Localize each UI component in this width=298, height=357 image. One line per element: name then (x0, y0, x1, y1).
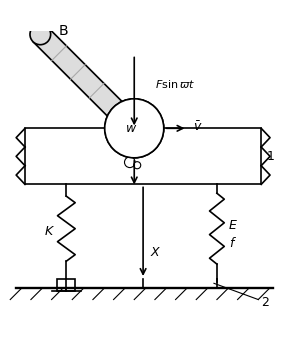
Text: B: B (59, 24, 69, 39)
Bar (58, 279, 75, 291)
Text: $F\sin\varpi t$: $F\sin\varpi t$ (155, 78, 195, 90)
Circle shape (125, 157, 135, 167)
Text: $\bar{v}$: $\bar{v}$ (193, 120, 203, 134)
Text: f: f (229, 237, 233, 250)
Circle shape (105, 99, 164, 158)
Bar (25, 128, 261, 185)
Polygon shape (33, 27, 142, 136)
Text: 2: 2 (261, 296, 269, 309)
Text: E: E (229, 219, 237, 232)
Text: K: K (44, 225, 53, 238)
Circle shape (105, 99, 164, 158)
Text: w: w (126, 122, 136, 135)
Ellipse shape (30, 24, 51, 45)
Text: X: X (150, 246, 159, 259)
Circle shape (134, 162, 141, 169)
Text: 1: 1 (267, 150, 275, 163)
